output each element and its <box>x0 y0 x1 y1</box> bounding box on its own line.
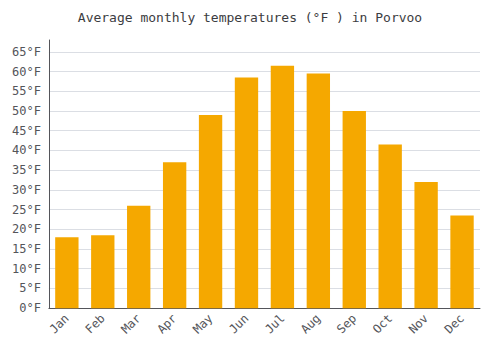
svg-text:May: May <box>190 311 215 336</box>
svg-text:50°F: 50°F <box>12 104 41 118</box>
svg-text:25°F: 25°F <box>12 203 41 217</box>
svg-text:Aug: Aug <box>298 311 323 336</box>
svg-text:Sep: Sep <box>334 311 359 336</box>
svg-text:Mar: Mar <box>118 311 143 336</box>
svg-text:10°F: 10°F <box>12 262 41 276</box>
svg-text:65°F: 65°F <box>12 45 41 59</box>
svg-text:Dec: Dec <box>442 311 467 336</box>
svg-text:Oct: Oct <box>370 311 395 336</box>
svg-text:Nov: Nov <box>406 311 431 336</box>
svg-text:Apr: Apr <box>154 311 179 336</box>
svg-text:45°F: 45°F <box>12 124 41 138</box>
svg-text:Jun: Jun <box>226 311 251 336</box>
svg-text:Feb: Feb <box>83 311 108 336</box>
svg-text:60°F: 60°F <box>12 65 41 79</box>
svg-text:55°F: 55°F <box>12 84 41 98</box>
svg-text:15°F: 15°F <box>12 242 41 256</box>
svg-text:30°F: 30°F <box>12 183 41 197</box>
svg-text:20°F: 20°F <box>12 222 41 236</box>
svg-text:Jul: Jul <box>262 311 287 336</box>
svg-text:35°F: 35°F <box>12 163 41 177</box>
svg-text:40°F: 40°F <box>12 143 41 157</box>
svg-text:5°F: 5°F <box>19 281 41 295</box>
svg-text:0°F: 0°F <box>19 301 41 315</box>
svg-text:Jan: Jan <box>47 311 72 336</box>
svg-text:Average monthly temperatures (: Average monthly temperatures (°F ) in Po… <box>78 10 422 25</box>
